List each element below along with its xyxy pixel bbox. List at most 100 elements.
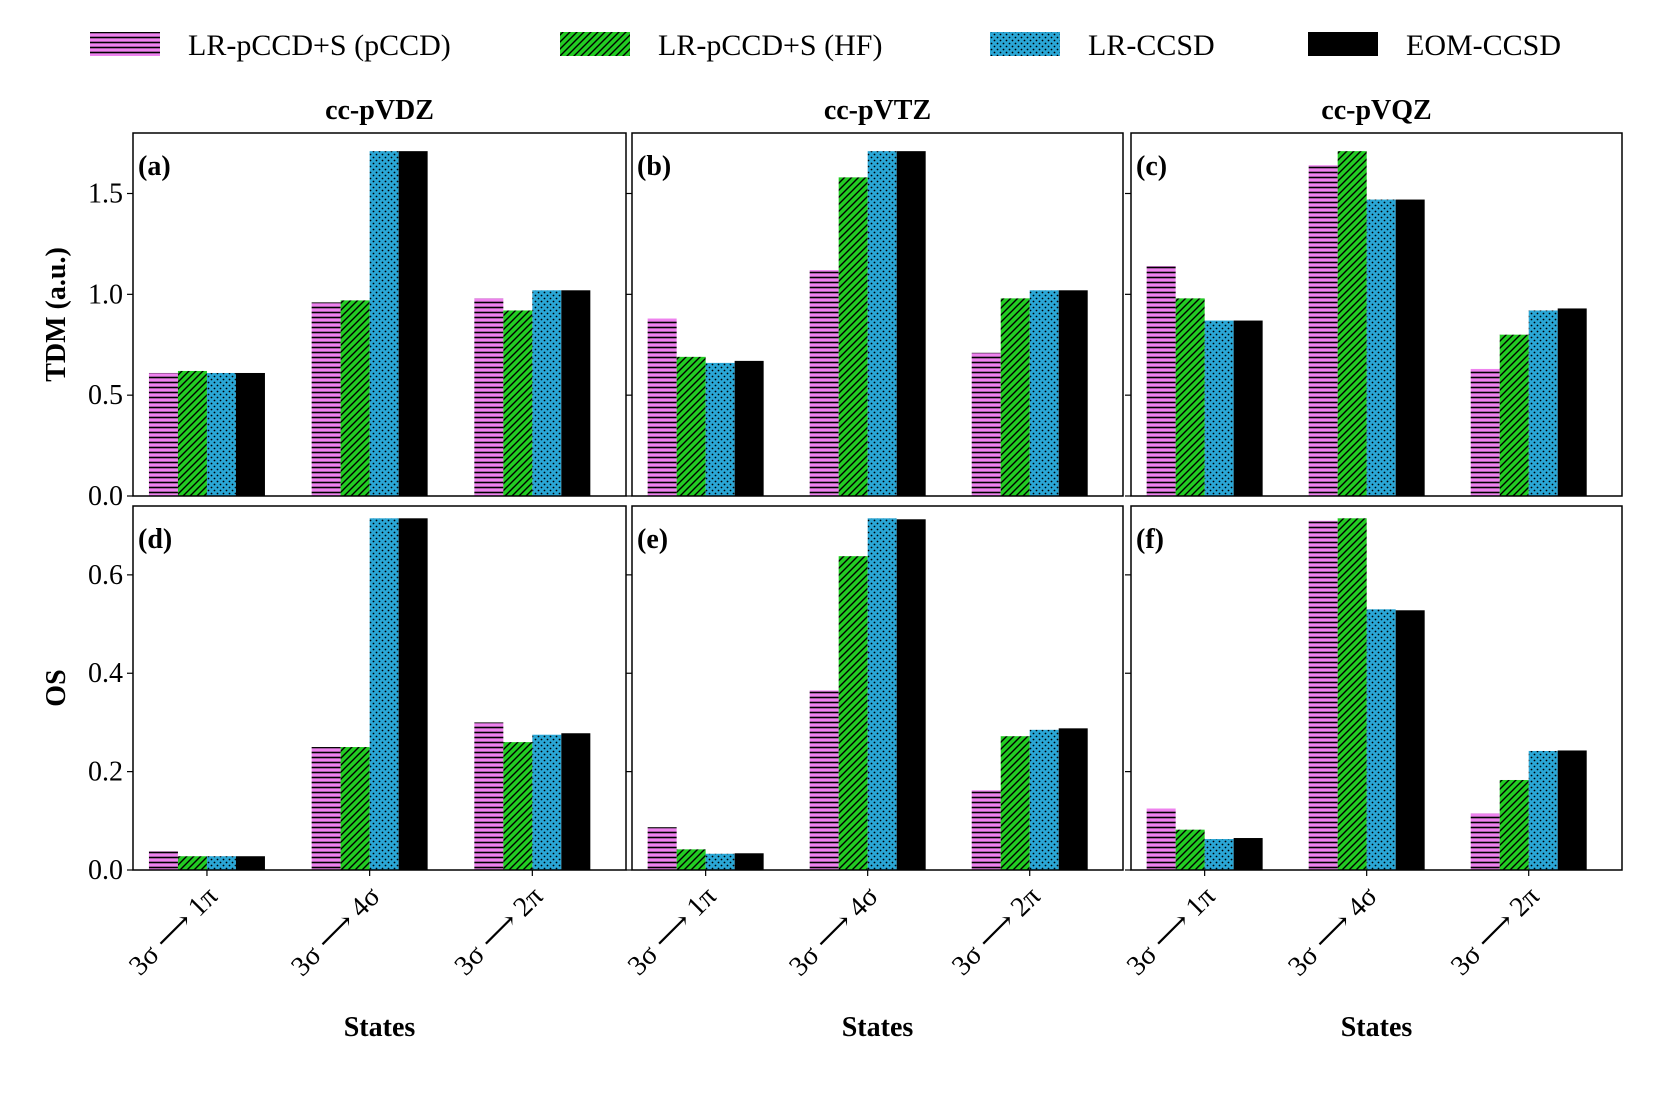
- bar: [1308, 165, 1338, 496]
- bar: [1204, 320, 1234, 496]
- y-axis-label: OS: [41, 669, 72, 706]
- column-title: cc-pVDZ: [325, 95, 434, 126]
- x-tick-label: 3σ ⟶ 4σ: [285, 881, 386, 982]
- panel-e: (e) 3σ ⟶ 1π 3σ ⟶ 4σ 3σ ⟶ 2π States: [622, 505, 1124, 1043]
- panels: (a) 0.0 0.5 1.0 1.5 TDM (a.u.) (b) (c) (d) 0.0 0.2…: [41, 132, 1623, 1043]
- bar: [867, 518, 897, 870]
- panel-label: (d): [138, 524, 172, 555]
- legend: LR-pCCD+S (pCCD) LR-pCCD+S (HF) LR-CCSD EOM…: [90, 29, 1561, 62]
- bar: [1470, 368, 1500, 496]
- bar: [177, 856, 207, 870]
- x-tick-label: 3σ ⟶ 1π: [622, 881, 723, 982]
- legend-swatch: [90, 32, 160, 56]
- column-title: cc-pVQZ: [1321, 95, 1431, 126]
- bar: [896, 151, 926, 496]
- bar: [838, 556, 868, 870]
- bar: [1058, 290, 1088, 496]
- bar: [1058, 728, 1088, 870]
- bar: [1470, 813, 1500, 870]
- bar: [398, 151, 428, 496]
- bar: [1528, 310, 1558, 496]
- bar: [647, 827, 677, 870]
- bar: [971, 352, 1001, 496]
- bar: [369, 151, 399, 496]
- bar: [561, 290, 591, 496]
- x-tick-label: 3σ ⟶ 2π: [1445, 881, 1546, 982]
- panel-frame: [1130, 132, 1623, 497]
- panel-label: (b): [637, 151, 671, 182]
- panel-label: (f): [1136, 524, 1164, 555]
- bar: [1337, 518, 1367, 870]
- bar: [809, 270, 839, 496]
- legend-item: LR-CCSD: [990, 29, 1215, 62]
- panel-label: (a): [138, 151, 171, 182]
- panel-frame: [631, 505, 1124, 871]
- bar: [561, 733, 591, 870]
- bar: [474, 722, 504, 870]
- bar: [311, 302, 341, 496]
- column-title: cc-pVTZ: [824, 95, 931, 126]
- panel-f: (f) 3σ ⟶ 1π 3σ ⟶ 4σ 3σ ⟶ 2π States: [1121, 505, 1623, 1043]
- x-axis-label: States: [1341, 1012, 1413, 1043]
- panel-frame: [631, 132, 1124, 497]
- bar: [676, 356, 706, 496]
- bar: [177, 370, 207, 496]
- x-tick-label: 3σ ⟶ 1π: [1121, 881, 1222, 982]
- x-tick-label: 3σ ⟶ 4σ: [783, 881, 884, 982]
- bar: [1175, 298, 1205, 496]
- bar: [148, 851, 178, 870]
- bar: [206, 372, 236, 496]
- x-axis-label: States: [344, 1012, 416, 1043]
- panel-b: (b): [626, 132, 1124, 497]
- y-tick-label: 0.4: [88, 658, 123, 689]
- bar: [1395, 199, 1425, 497]
- legend-swatch: [1308, 32, 1378, 56]
- y-tick-label: 1.5: [88, 179, 123, 210]
- bar: [503, 742, 533, 870]
- bar: [1000, 298, 1030, 496]
- x-axis-label: States: [842, 1012, 914, 1043]
- bar: [1366, 199, 1396, 497]
- legend-label: EOM-CCSD: [1406, 29, 1561, 62]
- bar: [971, 790, 1001, 870]
- bar: [809, 690, 839, 870]
- bar: [235, 856, 265, 870]
- bar: [503, 310, 533, 496]
- bar: [1366, 609, 1396, 870]
- bar: [1204, 839, 1234, 870]
- panel-a: (a) 0.0 0.5 1.0 1.5 TDM (a.u.): [41, 132, 627, 512]
- legend-label: LR-pCCD+S (HF): [658, 29, 882, 62]
- bar: [1146, 808, 1176, 870]
- legend-swatch: [990, 32, 1060, 56]
- y-tick-label: 0.2: [88, 757, 123, 788]
- legend-item: LR-pCCD+S (HF): [560, 29, 882, 62]
- bar: [1000, 736, 1030, 870]
- bar: [532, 290, 562, 496]
- legend-swatch: [560, 32, 630, 56]
- legend-label: LR-CCSD: [1088, 29, 1215, 62]
- bar: [1528, 750, 1558, 870]
- bar: [148, 372, 178, 496]
- bar: [206, 856, 236, 870]
- bar: [1175, 829, 1205, 870]
- bar: [1395, 610, 1425, 870]
- bar: [340, 300, 370, 496]
- legend-item: LR-pCCD+S (pCCD): [90, 29, 451, 62]
- x-tick-label: 3σ ⟶ 4σ: [1282, 881, 1383, 982]
- bar: [1146, 266, 1176, 496]
- panel-label: (c): [1136, 151, 1167, 182]
- y-tick-label: 0.0: [88, 855, 123, 886]
- panel-frame: [132, 505, 627, 871]
- y-tick-label: 0.0: [88, 481, 123, 512]
- legend-label: LR-pCCD+S (pCCD): [188, 29, 451, 62]
- bar: [734, 360, 764, 496]
- bar: [705, 853, 735, 870]
- bar: [676, 849, 706, 870]
- bar: [838, 177, 868, 496]
- y-tick-label: 0.6: [88, 560, 123, 591]
- bar: [1233, 320, 1263, 496]
- y-tick-label: 0.5: [88, 380, 123, 411]
- bar: [398, 518, 428, 870]
- bar: [705, 362, 735, 496]
